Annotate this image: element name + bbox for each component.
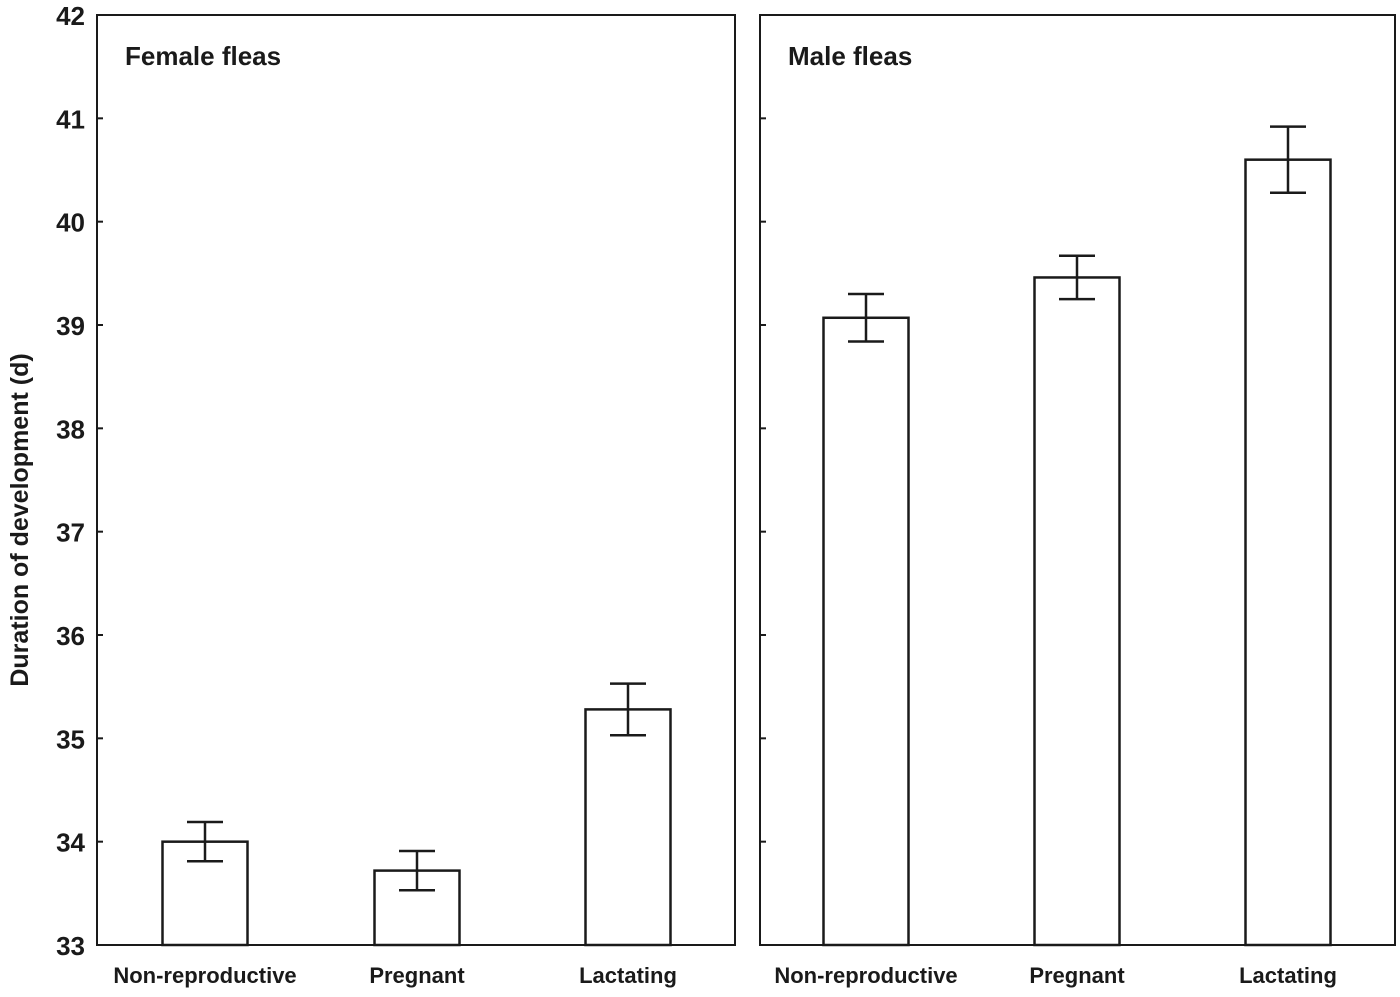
y-tick-label: 41	[56, 104, 85, 134]
bar	[1244, 158, 1332, 947]
x-tick-label: Non-reproductive	[113, 963, 296, 988]
y-tick-label: 34	[56, 828, 85, 858]
error-bar	[1270, 125, 1306, 194]
y-tick-label: 36	[56, 621, 85, 651]
x-tick-label: Non-reproductive	[774, 963, 957, 988]
error-bar	[1059, 254, 1095, 301]
panel-title-male: Male fleas	[788, 41, 912, 71]
y-tick-label: 39	[56, 311, 85, 341]
bar	[373, 869, 461, 947]
error-bar	[610, 682, 646, 737]
error-bar	[399, 849, 435, 892]
error-bar	[187, 820, 223, 863]
x-tick-label: Lactating	[579, 963, 677, 988]
bar	[1033, 276, 1121, 947]
panel-male: Male fleas Non-reproductive Pregnant Lacta…	[759, 14, 1396, 988]
panel-female: Female fleas 33 34 35 36 37 38 39 40 41 42 Non-rep…	[56, 1, 736, 988]
y-tick-label: 33	[56, 931, 85, 961]
y-tick-label: 35	[56, 724, 85, 754]
y-axis-label: Duration of development (d)	[6, 353, 34, 686]
x-tick-label: Pregnant	[1029, 963, 1125, 988]
bar	[584, 708, 672, 947]
panel-title-female: Female fleas	[125, 41, 281, 71]
x-tick-label: Pregnant	[369, 963, 465, 988]
bar	[822, 316, 910, 947]
y-tick-label: 40	[56, 208, 85, 238]
y-tick-label: 42	[56, 1, 85, 31]
x-tick-label: Lactating	[1239, 963, 1337, 988]
error-bar	[848, 292, 884, 343]
y-tick-label: 37	[56, 518, 85, 548]
y-tick-label: 38	[56, 414, 85, 444]
